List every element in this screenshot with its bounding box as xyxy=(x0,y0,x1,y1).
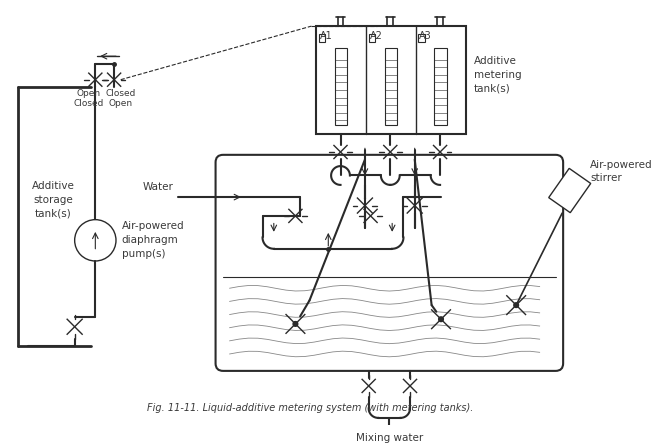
Bar xyxy=(385,48,397,125)
Polygon shape xyxy=(549,169,591,213)
Text: Closed
Open: Closed Open xyxy=(105,89,136,109)
Bar xyxy=(335,48,347,125)
Text: A2: A2 xyxy=(370,31,382,41)
Text: Fig. 11-11. Liquid-additive metering system (with metering tanks).: Fig. 11-11. Liquid-additive metering sys… xyxy=(147,404,474,413)
Text: Additive
storage
tank(s): Additive storage tank(s) xyxy=(32,181,74,219)
Text: A1: A1 xyxy=(320,31,332,41)
Text: A3: A3 xyxy=(419,31,432,41)
Circle shape xyxy=(514,303,519,308)
Bar xyxy=(368,34,375,42)
Circle shape xyxy=(293,321,298,326)
Circle shape xyxy=(439,317,443,321)
Bar xyxy=(316,26,467,134)
Bar xyxy=(319,34,326,42)
Text: Additive
metering
tank(s): Additive metering tank(s) xyxy=(474,56,522,94)
Text: Open
Closed: Open Closed xyxy=(74,89,104,109)
Text: Air-powered
stirrer: Air-powered stirrer xyxy=(590,160,653,183)
Text: Mixing water: Mixing water xyxy=(356,433,423,443)
Bar xyxy=(418,34,425,42)
Bar xyxy=(434,48,447,125)
Text: Air-powered
diaphragm
pump(s): Air-powered diaphragm pump(s) xyxy=(122,221,184,259)
Text: Water: Water xyxy=(142,182,173,192)
